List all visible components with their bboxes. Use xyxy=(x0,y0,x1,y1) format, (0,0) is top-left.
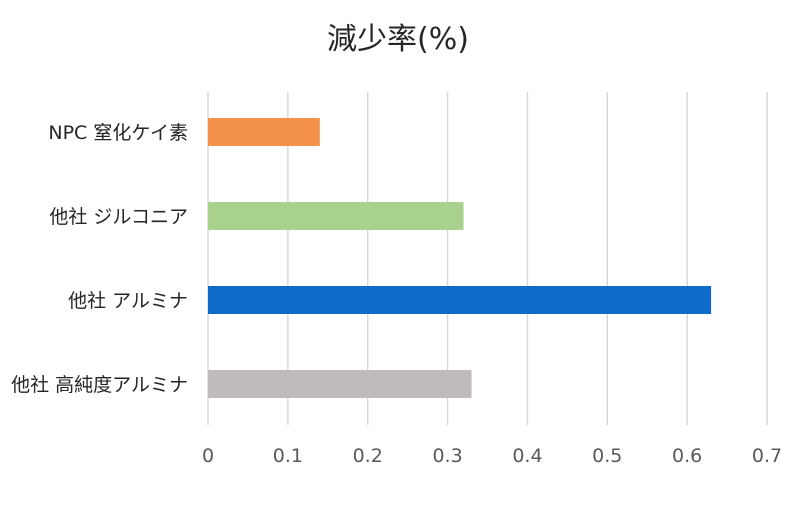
x-tick-label: 0.4 xyxy=(512,445,542,467)
category-label: NPC 窒化ケイ素 xyxy=(48,122,188,144)
x-tick-label: 0.3 xyxy=(432,445,462,467)
bar xyxy=(208,370,472,398)
x-tick-label: 0.7 xyxy=(752,445,782,467)
chart-title: 減少率(%) xyxy=(327,22,469,57)
bar xyxy=(208,286,712,314)
category-label: 他社 アルミナ xyxy=(68,290,188,312)
category-label: 他社 ジルコニア xyxy=(49,206,188,228)
category-label: 他社 高純度アルミナ xyxy=(11,374,188,396)
bar xyxy=(208,202,464,230)
x-tick-label: 0 xyxy=(202,445,214,467)
bar xyxy=(208,118,320,146)
x-tick-label: 0.2 xyxy=(353,445,383,467)
x-tick-label: 0.6 xyxy=(672,445,702,467)
x-tick-label: 0.1 xyxy=(273,445,303,467)
x-tick-label: 0.5 xyxy=(592,445,622,467)
